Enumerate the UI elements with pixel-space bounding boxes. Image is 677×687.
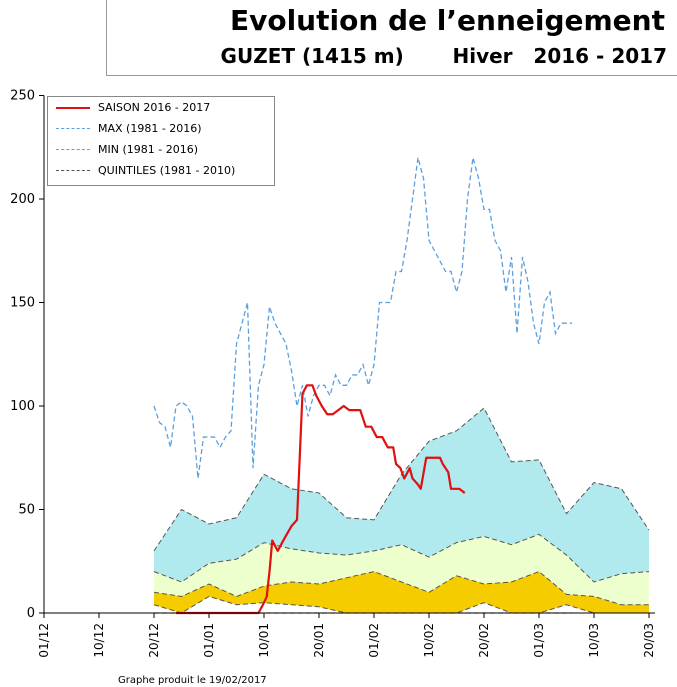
y-tick-label-150: 150	[10, 296, 35, 311]
quintile-line-q0	[153, 595, 649, 614]
x-tick-label-10: 10/03	[587, 623, 601, 658]
quintile-line-q20	[153, 571, 649, 606]
legend-item-max: MAX (1981 - 2016)	[48, 121, 274, 137]
y-tick-label-0: 0	[27, 606, 35, 621]
series-saison	[176, 384, 466, 615]
title-box: Evolution de l’enneigement GUZET (1415 m…	[106, 0, 677, 76]
legend-item-min: MIN (1981 - 2016)	[48, 142, 274, 158]
x-tick-label-1: 10/12	[92, 623, 106, 658]
x-tick-label-4: 10/01	[257, 623, 271, 658]
legend-label-quintiles: QUINTILES (1981 - 2010)	[98, 164, 236, 177]
legend: SAISON 2016 - 2017 MAX (1981 - 2016) MIN…	[47, 96, 275, 186]
x-tick-label-5: 20/01	[312, 623, 326, 658]
y-tick-label-250: 250	[10, 89, 35, 104]
y-tick-label-50: 50	[18, 503, 35, 518]
quintile-line-q60	[153, 407, 650, 552]
legend-label-max: MAX (1981 - 2016)	[98, 122, 202, 135]
legend-swatch-max	[56, 128, 90, 129]
x-tick-label-8: 20/02	[477, 623, 491, 658]
y-tick-label-100: 100	[10, 399, 35, 414]
series-max	[153, 157, 572, 479]
x-tick-label-2: 20/12	[147, 623, 161, 658]
chart-title: Evolution de l’enneigement	[229, 4, 665, 37]
x-tick-label-11: 20/03	[642, 623, 656, 658]
band-q40-q60	[154, 408, 649, 582]
legend-swatch-min	[56, 149, 90, 150]
quintile-lines	[153, 407, 650, 614]
quintile-line-q40	[153, 533, 650, 583]
x-tick-label-9: 01/03	[532, 623, 546, 658]
axes: 0 50 100 150 200 250 01/12 10/12 20/12 01/01 10/01…	[10, 89, 656, 658]
legend-item-quintiles: QUINTILES (1981 - 2010)	[48, 163, 274, 179]
season-label: Hiver 2016 - 2017	[452, 44, 667, 68]
x-tick-label-7: 10/02	[422, 623, 436, 658]
footer-note: Graphe produit le 19/02/2017	[118, 675, 267, 686]
legend-swatch-saison	[56, 107, 90, 109]
legend-label-min: MIN (1981 - 2016)	[98, 143, 198, 156]
quintile-bands	[154, 408, 649, 613]
y-tick-label-200: 200	[10, 192, 35, 207]
station-name: GUZET (1415 m)	[220, 44, 404, 68]
legend-swatch-quintiles	[56, 170, 90, 171]
band-q0-q20-gold	[154, 571, 649, 613]
legend-item-saison: SAISON 2016 - 2017	[48, 100, 274, 116]
x-tick-label-0: 01/12	[37, 623, 51, 658]
legend-label-saison: SAISON 2016 - 2017	[98, 101, 211, 114]
x-tick-label-3: 01/01	[202, 623, 216, 658]
chart-subtitle: GUZET (1415 m) Hiver 2016 - 2017	[221, 44, 667, 68]
x-tick-label-6: 01/02	[367, 623, 381, 658]
